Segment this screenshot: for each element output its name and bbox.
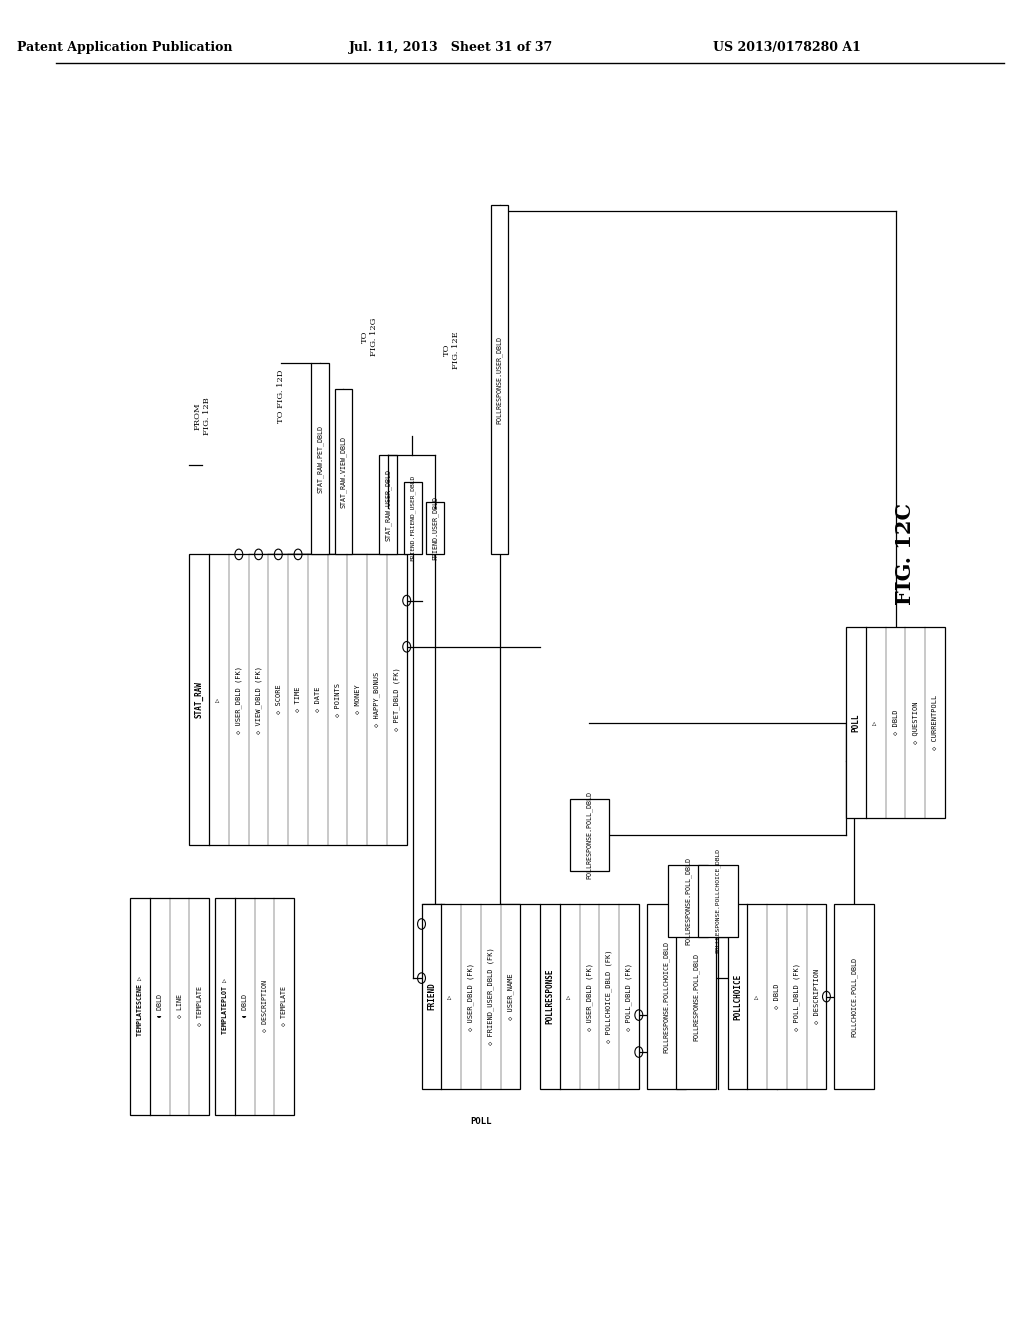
Text: TO FIG. 12D: TO FIG. 12D: [278, 370, 286, 422]
Text: ▷: ▷: [449, 994, 455, 999]
Text: TEMPLATESCENE ▷: TEMPLATESCENE ▷: [137, 977, 143, 1036]
Text: POLL: POLL: [470, 1118, 492, 1126]
Text: FRIEND.FRIEND_USER_DBLD: FRIEND.FRIEND_USER_DBLD: [410, 475, 416, 561]
Bar: [215, 898, 294, 1115]
Text: ◇ USER_NAME: ◇ USER_NAME: [507, 973, 514, 1020]
Text: ◇ TEMPLATE: ◇ TEMPLATE: [282, 986, 288, 1027]
Text: FIG. 12C: FIG. 12C: [895, 503, 915, 606]
Text: ◇ DESCRIPTION: ◇ DESCRIPTION: [814, 969, 819, 1024]
Text: ◇ USER_DBLD (FK): ◇ USER_DBLD (FK): [236, 665, 242, 734]
Bar: [698, 865, 737, 937]
Text: ◇ USER_DBLD (FK): ◇ USER_DBLD (FK): [468, 962, 474, 1031]
Text: ◇ DATE: ◇ DATE: [314, 686, 321, 713]
Bar: [335, 389, 352, 554]
Bar: [540, 904, 639, 1089]
Text: STAT_RAW: STAT_RAW: [195, 681, 204, 718]
Text: ◖ DBLD: ◖ DBLD: [157, 994, 163, 1019]
Text: STAT_RAW.VIEW_DBLD: STAT_RAW.VIEW_DBLD: [340, 436, 347, 508]
Text: ◇ POLL_DBLD (FK): ◇ POLL_DBLD (FK): [794, 962, 800, 1031]
Bar: [130, 898, 209, 1115]
Text: TEMPLATEPLOT ▷: TEMPLATEPLOT ▷: [222, 978, 228, 1035]
Text: ◇ POLLCHOICE_DBLD (FK): ◇ POLLCHOICE_DBLD (FK): [606, 950, 612, 1043]
Text: TO
FIG. 12E: TO FIG. 12E: [442, 331, 460, 368]
Text: ▷: ▷: [216, 697, 222, 702]
Text: Patent Application Publication: Patent Application Publication: [17, 41, 233, 54]
Bar: [189, 554, 407, 845]
Text: US 2013/0178280 A1: US 2013/0178280 A1: [713, 41, 861, 54]
Bar: [647, 904, 686, 1089]
Text: POLLRESPONSE: POLLRESPONSE: [546, 969, 554, 1024]
Text: POLLRESPONSE.POLL_DBLD: POLLRESPONSE.POLL_DBLD: [693, 953, 699, 1040]
Text: ◇ DESCRIPTION: ◇ DESCRIPTION: [261, 981, 267, 1032]
Text: ◇ USER_DBLD (FK): ◇ USER_DBLD (FK): [586, 962, 593, 1031]
Text: ◇ VIEW_DBLD (FK): ◇ VIEW_DBLD (FK): [255, 665, 262, 734]
Bar: [426, 502, 444, 554]
Bar: [379, 455, 397, 554]
Text: ◇ PET_DBLD (FK): ◇ PET_DBLD (FK): [393, 668, 400, 731]
Text: POLLRESPONSE.POLLCHOICE_DBLD: POLLRESPONSE.POLLCHOICE_DBLD: [715, 849, 721, 953]
Text: ◇ QUESTION: ◇ QUESTION: [912, 701, 919, 744]
Text: ◇ SCORE: ◇ SCORE: [275, 685, 282, 714]
Text: ◖ DBLD: ◖ DBLD: [242, 994, 248, 1019]
Text: POLLRESPONSE.POLLCHOICE_DBLD: POLLRESPONSE.POLLCHOICE_DBLD: [664, 941, 670, 1052]
Text: ◇ DBLD: ◇ DBLD: [893, 710, 899, 735]
Text: ▷: ▷: [872, 721, 879, 725]
Bar: [403, 482, 422, 554]
Text: TO
FIG. 12G: TO FIG. 12G: [360, 317, 378, 356]
Bar: [311, 363, 329, 554]
Text: Jul. 11, 2013   Sheet 31 of 37: Jul. 11, 2013 Sheet 31 of 37: [349, 41, 553, 54]
Text: ◇ HAPPY_BONUS: ◇ HAPPY_BONUS: [374, 672, 380, 727]
Text: STAT_RAW.PET_DBLD: STAT_RAW.PET_DBLD: [316, 425, 324, 492]
Text: FRIEND: FRIEND: [427, 982, 436, 1011]
Text: POLL: POLL: [852, 713, 860, 733]
Bar: [846, 627, 945, 818]
Bar: [569, 799, 609, 871]
Bar: [728, 904, 826, 1089]
Text: POLLRESPONSE.POLL_DBLD: POLLRESPONSE.POLL_DBLD: [586, 791, 593, 879]
Text: ◇ TIME: ◇ TIME: [295, 686, 301, 713]
Text: ◇ TEMPLATE: ◇ TEMPLATE: [197, 986, 203, 1027]
Text: STAT_RAW.USER_DBLD: STAT_RAW.USER_DBLD: [385, 469, 391, 541]
Text: ◇ MONEY: ◇ MONEY: [354, 685, 360, 714]
Bar: [422, 904, 520, 1089]
Text: FRIEND.USER_DBLD: FRIEND.USER_DBLD: [432, 496, 438, 560]
Bar: [676, 904, 716, 1089]
Text: POLLCHOICE.POLL_DBLD: POLLCHOICE.POLL_DBLD: [851, 957, 857, 1036]
Text: POLLCHOICE: POLLCHOICE: [733, 973, 742, 1020]
Bar: [835, 904, 873, 1089]
Text: ▷: ▷: [755, 994, 761, 999]
Bar: [669, 865, 708, 937]
Text: ▷: ▷: [566, 994, 572, 999]
Text: ◇ POINTS: ◇ POINTS: [335, 682, 341, 717]
Text: POLLRESPONSE.USER_DBLD: POLLRESPONSE.USER_DBLD: [497, 335, 503, 424]
Text: POLLRESPONSE.POLL_DBLD: POLLRESPONSE.POLL_DBLD: [685, 857, 691, 945]
Text: ◇ FRIEND_USER_DBLD (FK): ◇ FRIEND_USER_DBLD (FK): [487, 948, 494, 1045]
Text: ◇ CURRENTPOLL: ◇ CURRENTPOLL: [932, 696, 938, 750]
Bar: [490, 205, 509, 554]
Text: ◇ POLL_DBLD (FK): ◇ POLL_DBLD (FK): [626, 962, 632, 1031]
Text: ◇ DBLD: ◇ DBLD: [774, 983, 780, 1010]
Text: ◇ LINE: ◇ LINE: [176, 994, 182, 1019]
Text: FROM
FIG. 12B: FROM FIG. 12B: [194, 397, 211, 434]
